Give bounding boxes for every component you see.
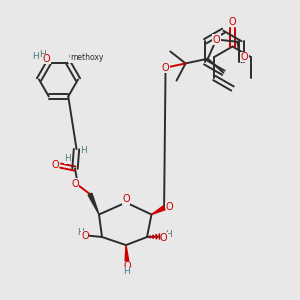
Text: O: O [241, 52, 248, 62]
Text: H: H [165, 230, 171, 239]
Text: O: O [122, 194, 130, 205]
Text: O: O [162, 63, 170, 73]
Text: H: H [81, 146, 87, 155]
Text: O: O [160, 233, 168, 243]
Text: HO: HO [32, 52, 46, 61]
Polygon shape [152, 206, 165, 214]
Polygon shape [125, 245, 129, 261]
Text: O: O [166, 202, 173, 212]
Text: H: H [123, 267, 129, 276]
Text: H: H [64, 154, 71, 163]
Polygon shape [88, 193, 99, 214]
Text: H: H [39, 50, 46, 59]
Text: O: O [43, 54, 50, 64]
Text: H: H [78, 228, 84, 237]
Text: O: O [229, 16, 236, 26]
Text: O: O [212, 34, 220, 44]
Text: methoxy: methoxy [70, 53, 104, 62]
Text: O: O [123, 261, 131, 271]
Text: O: O [81, 231, 89, 242]
Text: O: O [51, 160, 59, 170]
Text: O: O [69, 52, 76, 62]
Text: O: O [71, 178, 79, 189]
